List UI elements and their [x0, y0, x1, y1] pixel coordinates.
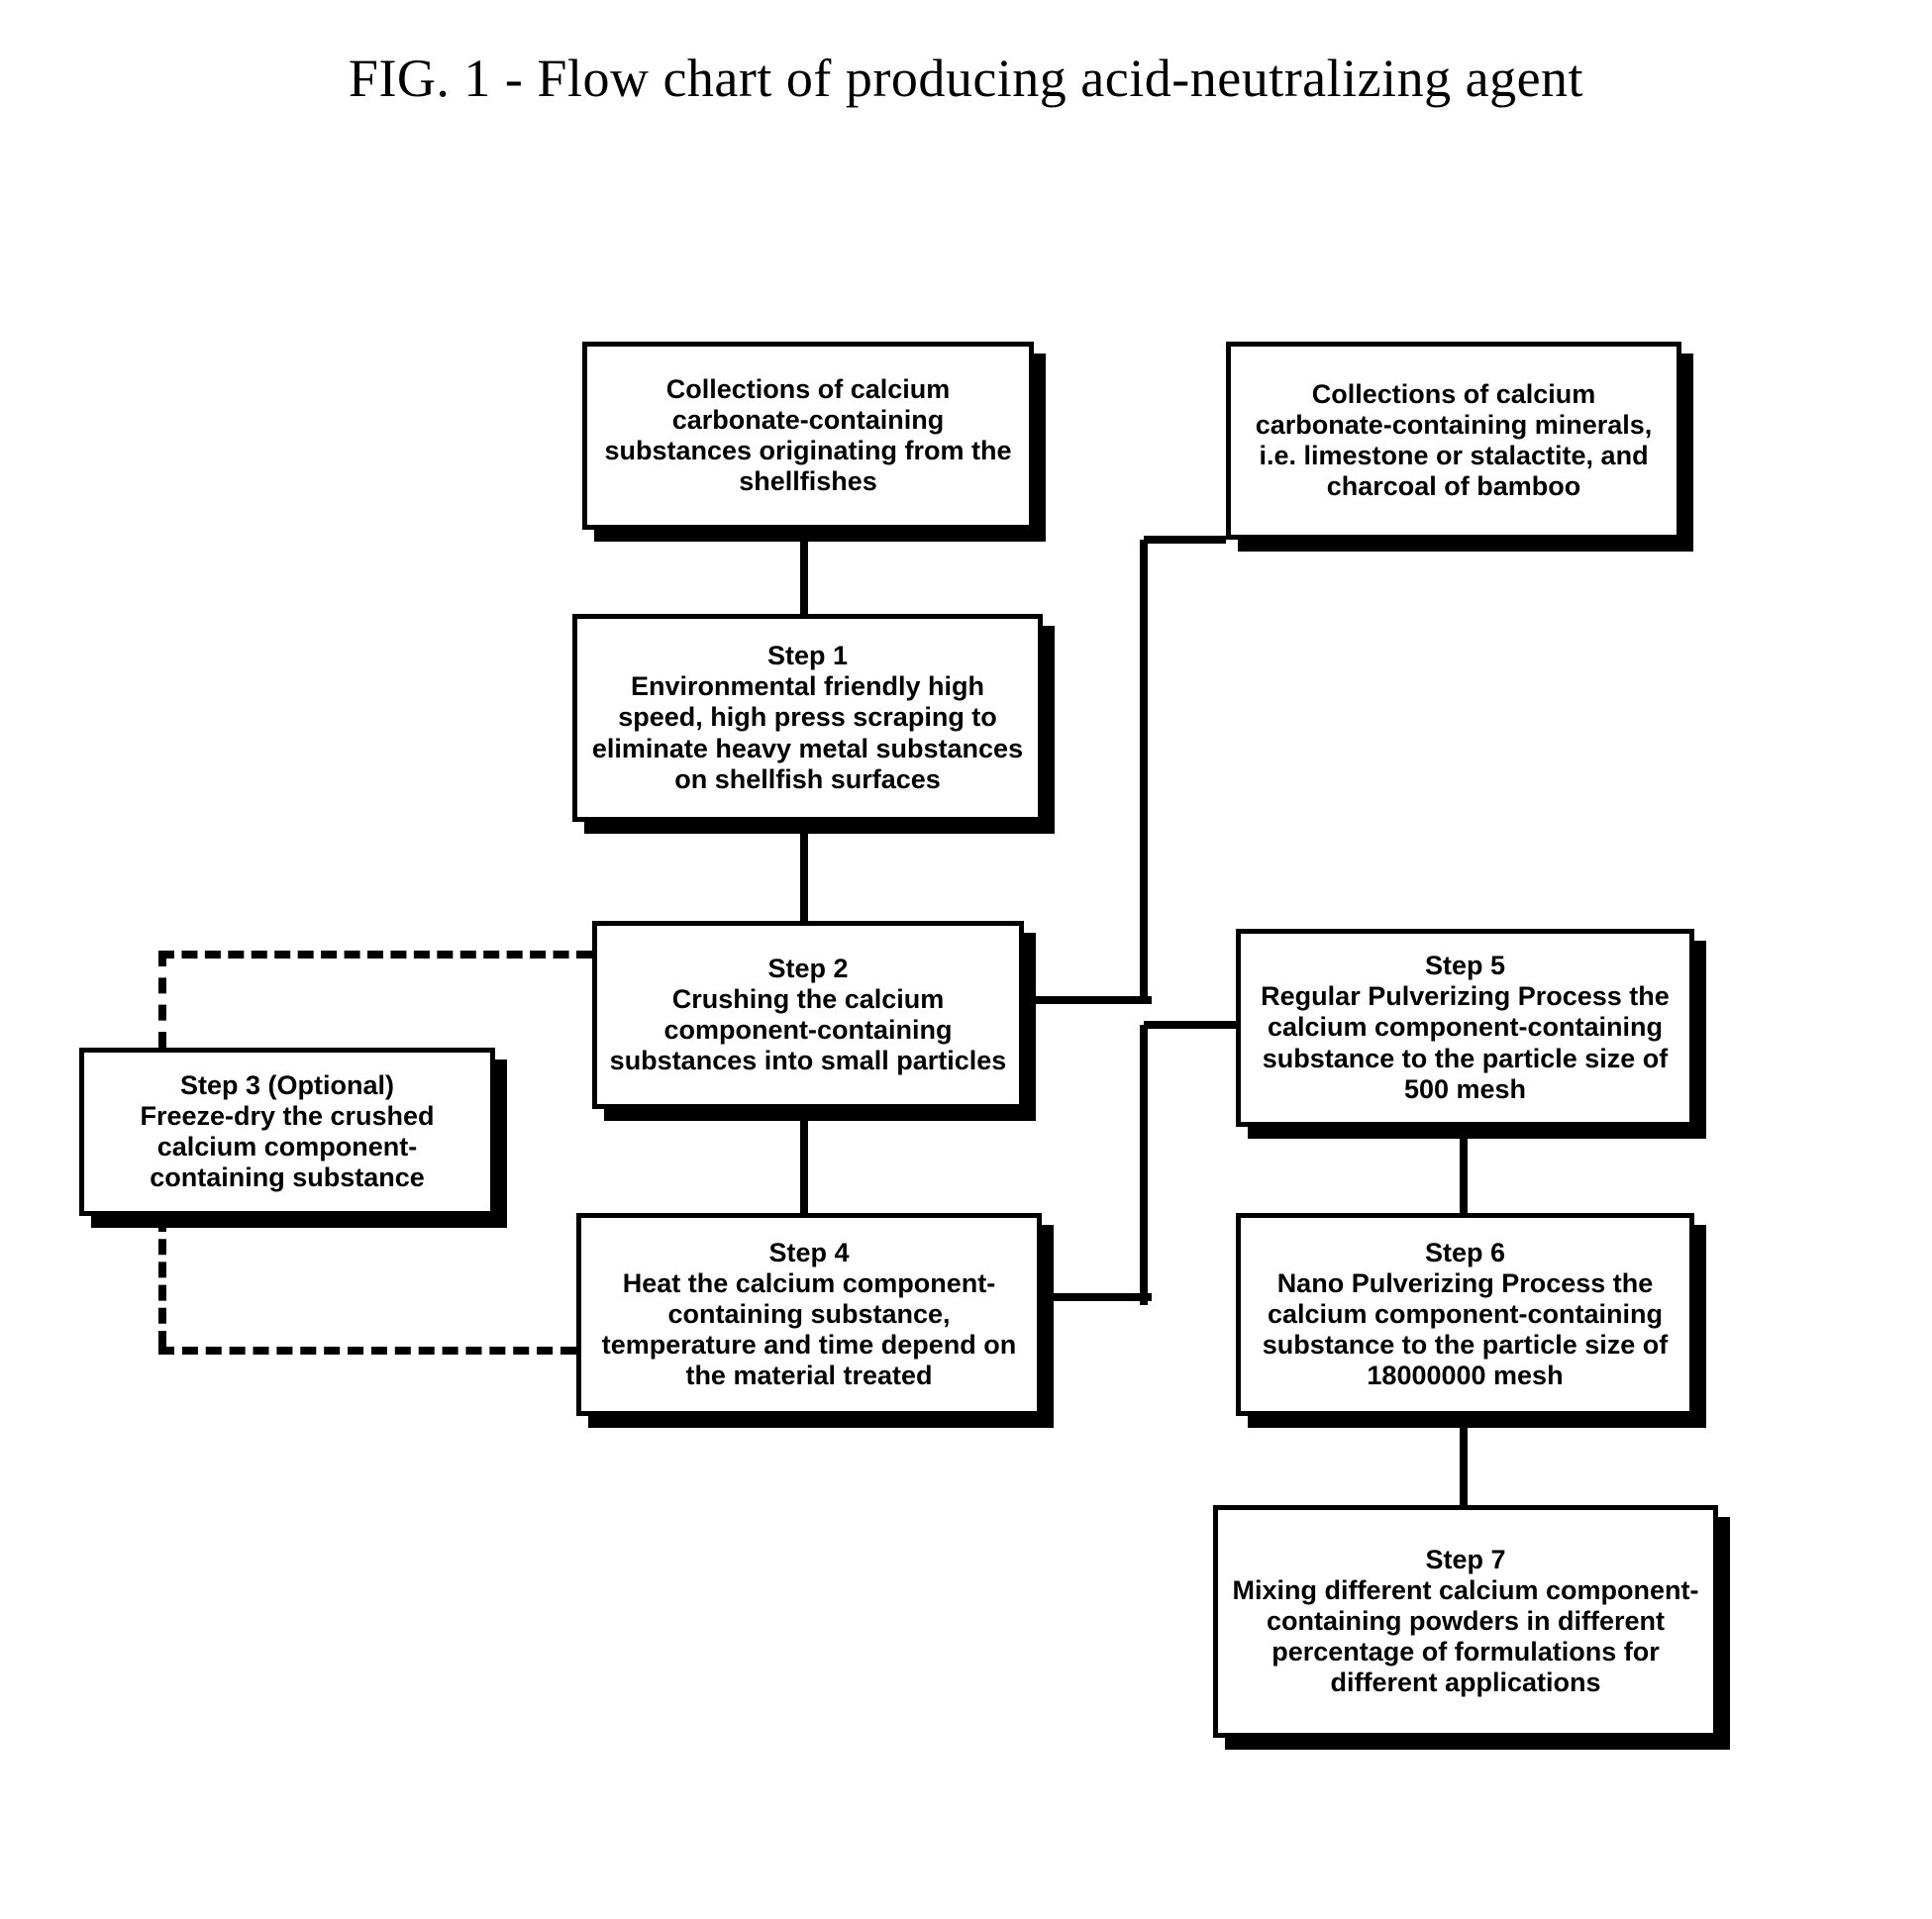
connector	[158, 1216, 166, 1347]
box-text: Regular Pulverizing Process the calcium …	[1251, 981, 1679, 1104]
box-text: Collections of calcium carbonate-contain…	[1241, 379, 1667, 502]
step-label: Step 6	[1425, 1238, 1505, 1268]
connector	[1460, 1127, 1468, 1213]
step-label: Step 1	[767, 641, 848, 671]
connector	[158, 951, 166, 1048]
step-label: Step 2	[767, 954, 848, 984]
box-text: Freeze-dry the crushed calcium component…	[94, 1101, 480, 1193]
box-step6: Step 6 Nano Pulverizing Process the calc…	[1236, 1213, 1694, 1416]
box-step3: Step 3 (Optional) Freeze-dry the crushed…	[79, 1048, 495, 1216]
box-step7: Step 7 Mixing different calcium componen…	[1213, 1505, 1718, 1738]
connector	[1460, 1416, 1468, 1505]
box-step5: Step 5 Regular Pulverizing Process the c…	[1236, 929, 1694, 1127]
connector	[1144, 1021, 1236, 1029]
step-label: Step 7	[1425, 1545, 1505, 1575]
box-collect-minerals: Collections of calcium carbonate-contain…	[1226, 342, 1681, 540]
box-step4: Step 4 Heat the calcium component-contai…	[576, 1213, 1042, 1416]
box-collect-shellfish: Collections of calcium carbonate-contain…	[582, 342, 1034, 530]
box-text: Crushing the calcium component-containin…	[607, 984, 1009, 1076]
connector	[158, 951, 592, 959]
connector	[800, 530, 808, 614]
box-text: Heat the calcium component-containing su…	[591, 1268, 1027, 1391]
step-label: Step 5	[1425, 951, 1505, 981]
box-text: Mixing different calcium component-conta…	[1228, 1575, 1703, 1698]
connector	[800, 822, 808, 921]
box-step2: Step 2 Crushing the calcium component-co…	[592, 921, 1024, 1109]
connector	[1140, 540, 1148, 1000]
box-text: Collections of calcium carbonate-contain…	[597, 374, 1019, 497]
step-label: Step 3 (Optional)	[180, 1070, 394, 1101]
box-text: Environmental friendly high speed, high …	[587, 671, 1028, 794]
connector	[800, 1109, 808, 1213]
connector	[1140, 1025, 1148, 1305]
box-step1: Step 1 Environmental friendly high speed…	[572, 614, 1043, 822]
connector	[158, 1347, 576, 1355]
step-label: Step 4	[768, 1238, 849, 1268]
figure-title: FIG. 1 - Flow chart of producing acid-ne…	[0, 48, 1932, 109]
flowchart-page: FIG. 1 - Flow chart of producing acid-ne…	[0, 0, 1932, 1919]
connector	[1144, 536, 1226, 544]
connector	[1024, 996, 1152, 1004]
box-text: Nano Pulverizing Process the calcium com…	[1251, 1268, 1679, 1391]
connector	[1042, 1293, 1152, 1301]
